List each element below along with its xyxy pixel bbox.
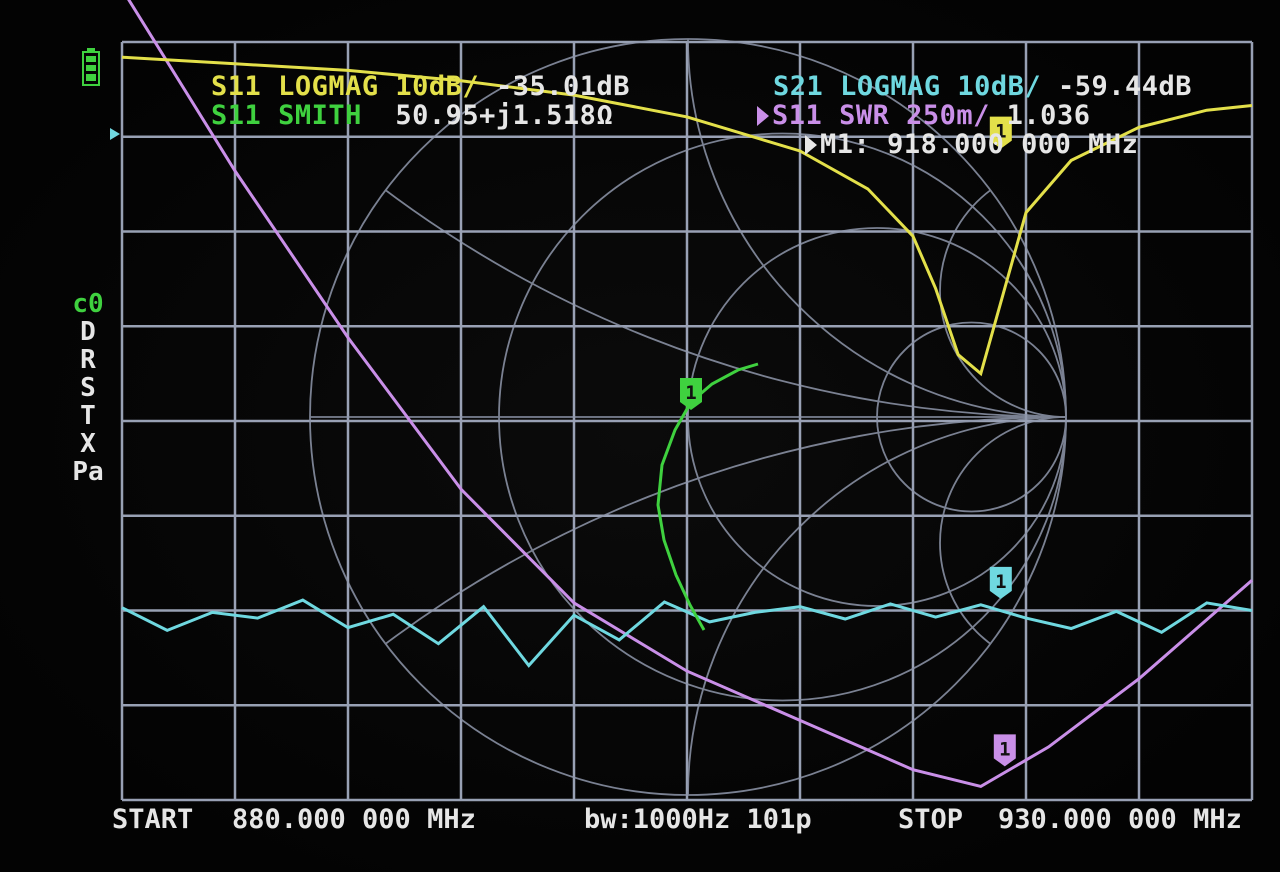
marker-flag-shape <box>989 116 1012 149</box>
marker-number: 1 <box>995 121 1006 143</box>
stop-frequency[interactable]: 930.000 000 MHz <box>998 804 1242 835</box>
trace-name: S21 <box>773 71 824 102</box>
side-item-d[interactable]: D <box>80 317 96 347</box>
marker-flag-s21-logmag: 1 <box>989 566 1012 599</box>
marker-flag-s11-swr: 1 <box>993 734 1016 767</box>
calibration-status[interactable]: c0 <box>72 289 104 319</box>
marker-number: 1 <box>685 382 696 404</box>
trace-scale: 10dB/ <box>395 71 480 102</box>
reference-level-icon <box>110 128 120 140</box>
trace-value: 50.95+j1.518Ω <box>395 100 614 131</box>
trace-line-s11-smith <box>656 362 759 631</box>
side-item-pa[interactable]: Pa <box>72 457 104 487</box>
trace-header-s11-swr[interactable]: S11 SWR 250m/ 1.036 <box>690 71 1090 161</box>
trace-format: LOGMAG <box>840 71 941 102</box>
traces <box>121 0 1253 789</box>
marker-flags: 1 1 1 1 <box>680 116 1016 767</box>
start-label[interactable]: START <box>112 804 194 835</box>
side-item-s[interactable]: S <box>80 373 96 403</box>
marker-flag-shape <box>989 566 1012 599</box>
trace-header-s11-smith[interactable]: S11 SMITH 50.95+j1.518Ω <box>144 71 613 161</box>
marker-flag-shape <box>680 378 702 410</box>
side-item-x[interactable]: X <box>80 429 96 459</box>
trace-format: SWR <box>839 100 890 131</box>
marker-number: 1 <box>995 571 1006 593</box>
smith-reactance-arc <box>939 164 1066 418</box>
marker-flag-s11-smith: 1 <box>680 378 702 410</box>
trace-line-s11-logmag <box>121 55 1253 377</box>
active-trace-icon <box>757 106 770 126</box>
trace-header-s11-logmag[interactable]: S11 LOGMAG 10dB/ -35.01dB <box>144 42 630 132</box>
stop-label[interactable]: STOP <box>898 804 964 835</box>
marker-number: 1 <box>999 738 1010 760</box>
trace-format: SMITH <box>278 100 362 131</box>
marker-flag-shape <box>993 734 1016 767</box>
trace-value: 1.036 <box>1006 100 1091 131</box>
trace-name: S11 <box>211 71 262 102</box>
trace-format: LOGMAG <box>278 71 379 102</box>
trace-value: -59.44dB <box>1057 71 1192 102</box>
trace-scale: 250m/ <box>906 100 990 131</box>
side-item-t[interactable]: T <box>80 401 96 431</box>
trace-name: S11 <box>211 100 262 131</box>
active-marker-icon <box>805 135 818 155</box>
trace-name: S11 <box>772 100 823 131</box>
battery-icon <box>82 48 100 86</box>
trace-scale: 10dB/ <box>957 71 1042 102</box>
start-frequency[interactable]: 880.000 000 MHz <box>232 804 476 835</box>
trace-line-s21-logmag <box>121 598 1253 668</box>
marker-frequency: 918.000 000 MHz <box>887 129 1139 160</box>
marker-flag-s11-logmag: 1 <box>989 116 1012 149</box>
side-status-menu: c0 D R S T X Pa <box>68 290 108 486</box>
marker-label: M1: <box>820 129 871 160</box>
bandwidth-points[interactable]: bw:1000Hz 101p <box>584 804 812 835</box>
trace-header-s21-logmag[interactable]: S21 LOGMAG 10dB/ -59.44dB <box>706 42 1192 132</box>
smith-reactance-arc <box>939 416 1066 670</box>
trace-value: -35.01dB <box>495 71 630 102</box>
marker-readout[interactable]: M1: 918.000 000 MHz <box>738 100 1138 190</box>
side-item-r[interactable]: R <box>80 345 96 375</box>
trace-line-s11-swr <box>127 0 1253 789</box>
